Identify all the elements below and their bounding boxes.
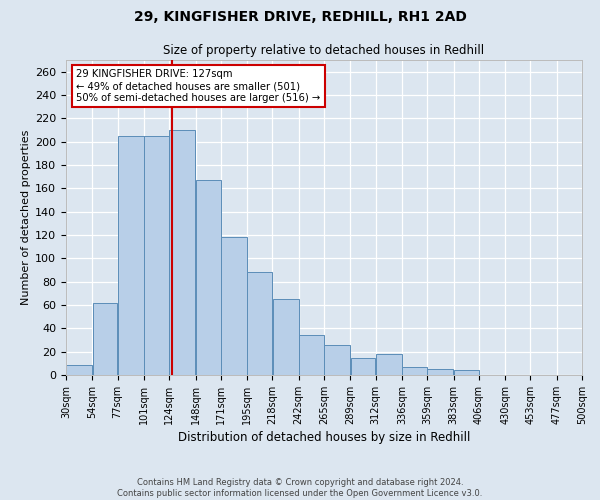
Bar xyxy=(299,336,324,375)
Bar xyxy=(376,354,402,375)
Text: 29 KINGFISHER DRIVE: 127sqm
← 49% of detached houses are smaller (501)
50% of se: 29 KINGFISHER DRIVE: 127sqm ← 49% of det… xyxy=(76,70,320,102)
Bar xyxy=(169,130,196,375)
Bar xyxy=(92,302,118,375)
Bar xyxy=(66,364,92,375)
Bar xyxy=(221,238,247,375)
Bar xyxy=(427,369,454,375)
Bar xyxy=(144,136,169,375)
Bar xyxy=(118,136,144,375)
Text: Contains HM Land Registry data © Crown copyright and database right 2024.
Contai: Contains HM Land Registry data © Crown c… xyxy=(118,478,482,498)
Bar xyxy=(247,272,272,375)
Bar xyxy=(350,358,376,375)
Bar xyxy=(196,180,221,375)
Bar xyxy=(454,370,479,375)
Bar xyxy=(402,367,427,375)
X-axis label: Distribution of detached houses by size in Redhill: Distribution of detached houses by size … xyxy=(178,431,470,444)
Bar xyxy=(324,344,350,375)
Bar xyxy=(272,299,299,375)
Title: Size of property relative to detached houses in Redhill: Size of property relative to detached ho… xyxy=(163,44,485,58)
Text: 29, KINGFISHER DRIVE, REDHILL, RH1 2AD: 29, KINGFISHER DRIVE, REDHILL, RH1 2AD xyxy=(134,10,466,24)
Y-axis label: Number of detached properties: Number of detached properties xyxy=(21,130,31,305)
